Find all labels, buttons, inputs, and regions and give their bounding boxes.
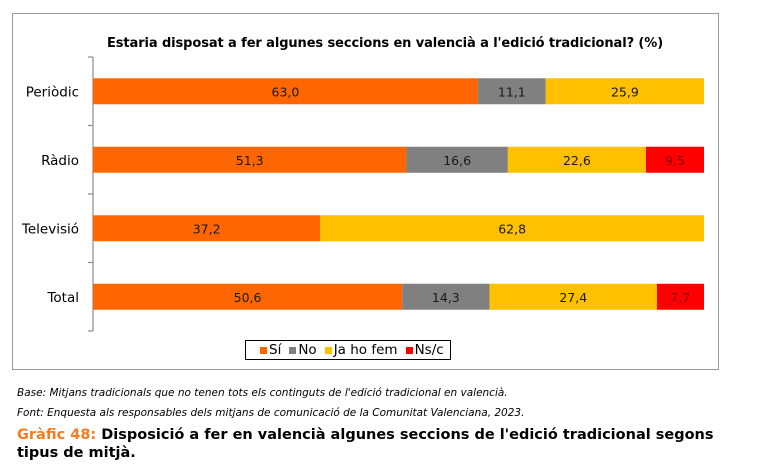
data-label: 51,3 [236, 153, 264, 168]
data-label: 37,2 [193, 221, 221, 236]
legend-item: Ns/c [405, 342, 444, 358]
data-label: 50,6 [234, 290, 262, 305]
legend-swatch [260, 346, 267, 354]
bar-segment [489, 283, 657, 310]
legend-swatch [405, 346, 413, 354]
bar-segment [507, 146, 646, 173]
bar-segment [656, 283, 704, 310]
chart-frame [12, 13, 719, 370]
category-label: Periòdic [26, 84, 79, 100]
figure-caption: Gràfic 48: Disposició a fer en valencià … [17, 426, 737, 462]
caption-text: Disposició a fer en valencià algunes sec… [17, 427, 714, 461]
legend-swatch [324, 346, 332, 354]
legend-label: Ns/c [414, 342, 444, 358]
bar-segment [545, 78, 704, 105]
base-note: Base: Mitjans tradicionals que no tenen … [17, 387, 508, 399]
chart-title: Estaria disposat a fer algunes seccions … [107, 36, 664, 51]
caption-label: Gràfic 48: [17, 427, 97, 443]
category-label: Ràdio [41, 153, 79, 169]
bars: 63,0 11,1 25,9 51,3 16,6 22,6 9,5 37,2 62,8 50,6 1… [93, 78, 704, 310]
data-label: 22,6 [563, 153, 591, 168]
data-label: 27,4 [559, 290, 587, 305]
bar-segment [477, 78, 546, 105]
legend-label: Sí [269, 342, 282, 358]
bar-segment [402, 283, 490, 310]
category-label: Total [46, 290, 79, 306]
legend-swatch [289, 346, 297, 354]
data-label: 25,9 [611, 84, 639, 99]
bar-segment [645, 146, 704, 173]
source-note: Font: Enquesta als responsables dels mit… [17, 407, 525, 419]
legend-item: Sí [260, 342, 281, 358]
data-label: 63,0 [272, 84, 300, 99]
legend-item: No [289, 342, 317, 358]
legend-label: Ja ho fem [333, 342, 398, 358]
data-label: 16,6 [443, 153, 471, 168]
category-labels: Periòdic Ràdio Televisió Total [21, 84, 79, 306]
bar-segment [93, 215, 321, 242]
legend-label: No [298, 342, 317, 358]
bar-segment [93, 78, 478, 105]
data-label: 14,3 [432, 290, 460, 305]
category-label: Televisió [21, 221, 79, 237]
legend: Sí No Ja ho fem Ns/c [245, 340, 451, 360]
legend-item: Ja ho fem [324, 342, 398, 358]
data-label: 9,5 [665, 153, 685, 168]
data-label: 62,8 [498, 221, 526, 236]
bar-segment [93, 283, 403, 310]
category-axis [88, 56, 94, 332]
bar-segment [320, 215, 704, 242]
data-label: 11,1 [498, 84, 526, 99]
bar-segment [406, 146, 508, 173]
data-label: 7,7 [671, 290, 691, 305]
bar-segment [93, 146, 407, 173]
